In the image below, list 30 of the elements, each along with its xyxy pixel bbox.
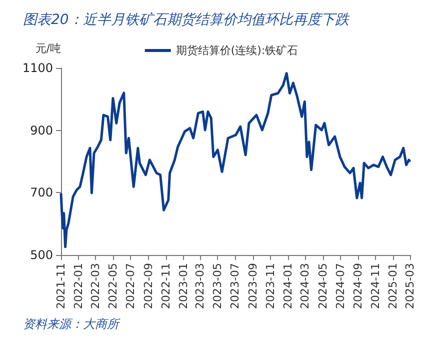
x-tick-label: 2023-05 (211, 263, 224, 309)
x-tick-label: 2023-09 (246, 263, 260, 309)
x-tick-label: 2021-11 (54, 263, 68, 309)
x-tick-label: 2024-07 (334, 263, 347, 309)
x-tick-label: 2022-11 (159, 263, 172, 309)
x-tick-label: 2022-07 (124, 263, 137, 309)
x-tick-label: 2025-01 (386, 263, 400, 309)
x-tick-label: 2022-01 (72, 263, 86, 309)
legend-label: 期货结算价(连续):铁矿石 (176, 44, 298, 57)
x-tick-label: 2022-09 (142, 263, 155, 309)
x-tick-label: 2024-09 (352, 263, 365, 309)
x-tick-label: 2024-11 (369, 263, 382, 309)
text: 资料来源：大商所 (23, 317, 121, 331)
x-tick-label: 2022-03 (88, 263, 102, 309)
x-tick-label: 2024-05 (316, 263, 330, 309)
chart-title: 图表20：近半月铁矿石期货结算价均值环比再度下跌 (23, 12, 350, 28)
y-tick-label: 500 (30, 248, 53, 262)
x-tick-label: 2024-03 (298, 263, 312, 309)
y-tick-label: 700 (30, 186, 53, 200)
x-tick-label: 2022-05 (106, 263, 120, 309)
x-tick-label: 2023-01 (176, 263, 190, 309)
x-tick-label: 2024-01 (282, 263, 295, 309)
x-tick-label: 2023-11 (264, 263, 278, 309)
y-tick-label: 1100 (22, 61, 53, 75)
line-series (60, 72, 412, 248)
x-tick-label: 2025-03 (404, 263, 416, 309)
y-axis-title: 元/吨 (35, 42, 61, 55)
x-tick-label: 2023-03 (194, 263, 207, 309)
x-tick-label: 2023-07 (228, 263, 242, 309)
y-tick-label: 900 (30, 123, 53, 138)
